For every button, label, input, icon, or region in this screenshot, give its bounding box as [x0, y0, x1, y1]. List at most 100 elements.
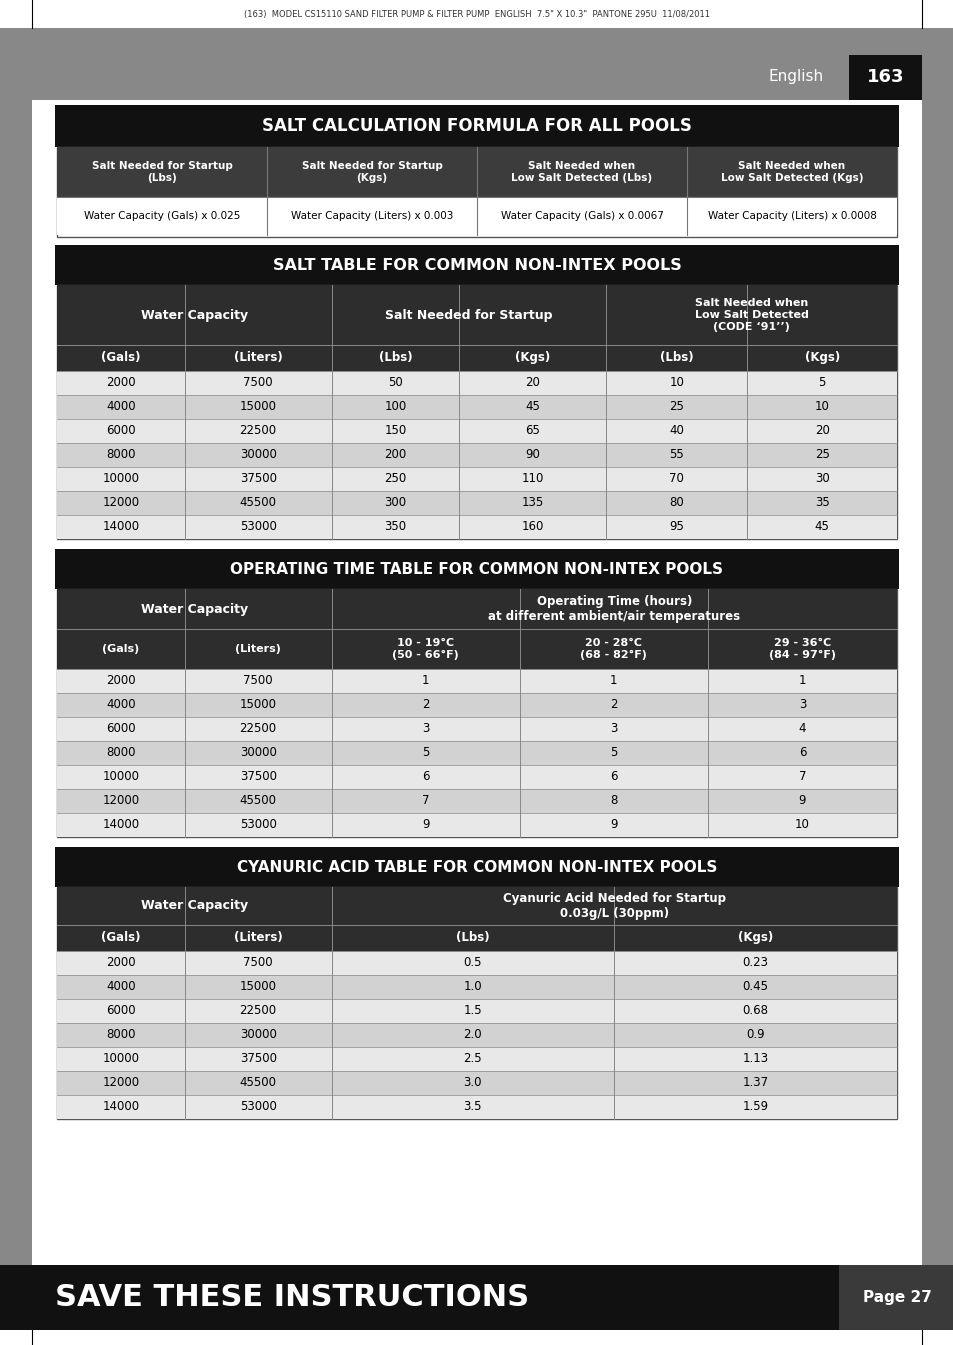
Text: (Lbs): (Lbs): [378, 351, 412, 364]
Text: 14000: 14000: [102, 1100, 139, 1114]
Text: 6: 6: [798, 746, 805, 760]
Text: 5: 5: [610, 746, 617, 760]
Text: Salt Needed when
Low Salt Detected
(CODE ‘91’’): Salt Needed when Low Salt Detected (CODE…: [694, 299, 808, 332]
Text: 10 - 19°C
(50 - 66°F): 10 - 19°C (50 - 66°F): [392, 638, 458, 660]
Text: 6: 6: [610, 771, 617, 784]
Text: 40: 40: [669, 425, 683, 437]
Text: 45: 45: [814, 521, 829, 534]
Text: 10000: 10000: [102, 1053, 139, 1065]
Bar: [57, 443, 896, 467]
Bar: [267, 196, 476, 235]
Bar: [57, 589, 896, 837]
Text: Cyanuric Acid Needed for Startup
0.03g/L (30ppm): Cyanuric Acid Needed for Startup 0.03g/L…: [502, 892, 725, 920]
Bar: [57, 147, 896, 196]
Text: (Kgs): (Kgs): [737, 932, 772, 944]
Bar: [0, 1266, 953, 1330]
Text: Salt Needed for Startup
(Kgs): Salt Needed for Startup (Kgs): [301, 161, 442, 183]
Bar: [57, 589, 896, 629]
Text: 80: 80: [669, 496, 683, 510]
Text: 22500: 22500: [239, 722, 276, 736]
Bar: [32, 55, 921, 1266]
Text: 10000: 10000: [102, 472, 139, 486]
Text: 30000: 30000: [239, 1029, 276, 1041]
Bar: [57, 515, 896, 539]
Text: 25: 25: [814, 448, 829, 461]
Text: 1.37: 1.37: [741, 1076, 768, 1089]
Bar: [838, 1266, 953, 1330]
Text: 9: 9: [421, 819, 429, 831]
Bar: [57, 420, 896, 443]
Text: 1: 1: [798, 674, 805, 687]
Bar: [57, 812, 896, 837]
Text: 100: 100: [384, 401, 406, 413]
Text: 53000: 53000: [239, 521, 276, 534]
Text: 20: 20: [814, 425, 829, 437]
Text: 53000: 53000: [239, 1100, 276, 1114]
Bar: [57, 491, 896, 515]
Text: CYANURIC ACID TABLE FOR COMMON NON-INTEX POOLS: CYANURIC ACID TABLE FOR COMMON NON-INTEX…: [236, 859, 717, 874]
Bar: [57, 371, 896, 395]
Text: SALT CALCULATION FORMULA FOR ALL POOLS: SALT CALCULATION FORMULA FOR ALL POOLS: [262, 117, 691, 134]
Text: 3.0: 3.0: [463, 1076, 481, 1089]
Text: 55: 55: [669, 448, 683, 461]
Bar: [57, 285, 896, 346]
Text: 0.23: 0.23: [741, 956, 768, 970]
Bar: [57, 668, 896, 693]
Text: 95: 95: [669, 521, 683, 534]
Bar: [57, 285, 896, 539]
Text: 45500: 45500: [239, 795, 276, 807]
Text: Salt Needed for Startup
(Lbs): Salt Needed for Startup (Lbs): [91, 161, 233, 183]
Text: (Kgs): (Kgs): [515, 351, 550, 364]
Text: 1.59: 1.59: [741, 1100, 768, 1114]
Text: 6000: 6000: [106, 425, 135, 437]
Text: Water Capacity (Gals) x 0.0067: Water Capacity (Gals) x 0.0067: [500, 211, 662, 221]
Text: 110: 110: [521, 472, 543, 486]
Bar: [55, 847, 898, 886]
Text: (Gals): (Gals): [102, 644, 139, 654]
Text: 50: 50: [388, 377, 402, 390]
Text: Water Capacity (Liters) x 0.0008: Water Capacity (Liters) x 0.0008: [707, 211, 876, 221]
Bar: [57, 925, 896, 951]
Text: 3: 3: [610, 722, 617, 736]
Bar: [57, 346, 896, 371]
Text: 70: 70: [669, 472, 683, 486]
Bar: [57, 629, 896, 668]
Text: 7: 7: [421, 795, 429, 807]
Text: 90: 90: [525, 448, 539, 461]
Text: Water Capacity: Water Capacity: [141, 308, 248, 321]
Text: 3: 3: [421, 722, 429, 736]
Text: 160: 160: [521, 521, 543, 534]
Text: 3.5: 3.5: [463, 1100, 481, 1114]
Text: 8: 8: [610, 795, 617, 807]
Text: 7500: 7500: [243, 956, 273, 970]
Text: 10: 10: [794, 819, 809, 831]
Text: 6: 6: [421, 771, 429, 784]
Text: 1.0: 1.0: [463, 981, 481, 994]
Text: 163: 163: [866, 69, 903, 86]
Text: (Gals): (Gals): [101, 351, 140, 364]
Bar: [686, 196, 896, 235]
Text: 15000: 15000: [239, 981, 276, 994]
Text: 12000: 12000: [102, 496, 139, 510]
Bar: [0, 0, 953, 28]
Text: (Gals): (Gals): [101, 932, 140, 944]
Text: 30000: 30000: [239, 746, 276, 760]
Text: Water Capacity: Water Capacity: [141, 603, 248, 616]
Text: 200: 200: [384, 448, 406, 461]
Text: Operating Time (hours)
at different ambient/air temperatures: Operating Time (hours) at different ambi…: [488, 594, 740, 623]
Bar: [57, 951, 896, 975]
Text: 37500: 37500: [239, 771, 276, 784]
Text: 5: 5: [421, 746, 429, 760]
Text: (Lbs): (Lbs): [659, 351, 693, 364]
Bar: [57, 765, 896, 790]
Text: (Liters): (Liters): [233, 351, 282, 364]
Bar: [55, 549, 898, 589]
Bar: [57, 1095, 896, 1119]
Text: 12000: 12000: [102, 1076, 139, 1089]
Bar: [55, 105, 898, 147]
Text: 30: 30: [814, 472, 829, 486]
Text: 135: 135: [521, 496, 543, 510]
Text: 30000: 30000: [239, 448, 276, 461]
Text: Salt Needed when
Low Salt Detected (Lbs): Salt Needed when Low Salt Detected (Lbs): [511, 161, 652, 183]
Bar: [57, 886, 896, 1119]
